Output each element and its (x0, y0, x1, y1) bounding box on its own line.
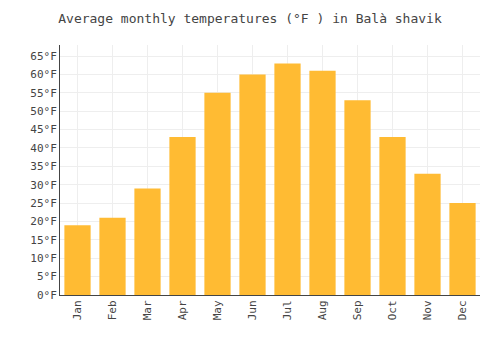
svg-text:Jun: Jun (246, 300, 259, 320)
svg-text:Jul: Jul (281, 300, 294, 320)
svg-text:65°F: 65°F (30, 50, 57, 63)
svg-text:Average monthly temperatures (: Average monthly temperatures (°F ) in Ba… (58, 11, 442, 26)
svg-text:Sep: Sep (351, 300, 364, 320)
svg-text:Mar: Mar (141, 300, 154, 320)
svg-text:40°F: 40°F (30, 142, 57, 155)
svg-text:Apr: Apr (176, 300, 189, 320)
svg-text:May: May (211, 300, 224, 320)
svg-text:45°F: 45°F (30, 123, 57, 136)
svg-text:35°F: 35°F (30, 160, 57, 173)
svg-text:55°F: 55°F (30, 87, 57, 100)
svg-text:25°F: 25°F (30, 197, 57, 210)
svg-text:20°F: 20°F (30, 215, 57, 228)
svg-text:10°F: 10°F (30, 252, 57, 265)
svg-text:Feb: Feb (106, 300, 119, 320)
svg-text:Aug: Aug (316, 300, 329, 320)
svg-text:Jan: Jan (71, 300, 84, 320)
svg-text:0°F: 0°F (37, 289, 57, 302)
svg-text:50°F: 50°F (30, 105, 57, 118)
svg-text:Dec: Dec (456, 300, 469, 320)
svg-text:Nov: Nov (421, 300, 434, 320)
svg-text:5°F: 5°F (37, 270, 57, 283)
svg-text:60°F: 60°F (30, 68, 57, 81)
svg-text:Oct: Oct (386, 300, 399, 320)
svg-text:15°F: 15°F (30, 234, 57, 247)
svg-text:30°F: 30°F (30, 179, 57, 192)
